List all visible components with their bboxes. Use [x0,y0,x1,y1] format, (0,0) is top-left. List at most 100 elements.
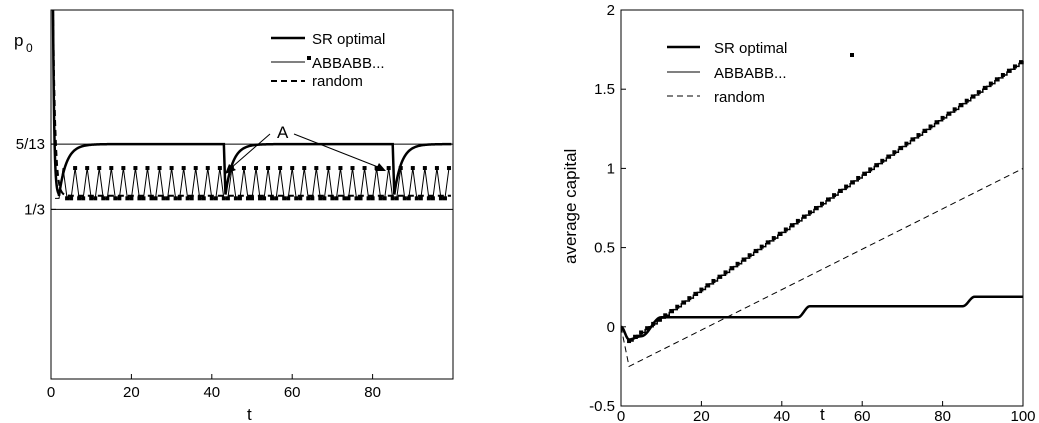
right-x-axis-label: t [820,405,825,423]
series-abbabb-marker-right [970,94,975,99]
series-abbabb-marker-right [940,115,945,120]
series-abbabb-marker [294,196,299,201]
series-abbabb-marker [342,196,347,201]
series-abbabb-marker [101,196,106,201]
series-abbabb-marker [121,166,126,171]
series-abbabb-marker-right [663,313,668,318]
series-abbabb-marker [326,166,331,171]
series-abbabb-marker-right [922,128,927,133]
series-abbabb-marker [418,196,423,201]
series-abbabb-marker-right [850,180,855,185]
series-abbabb-line-right [620,60,1024,342]
series-abbabb-marker [125,196,130,201]
series-abbabb-marker [306,196,311,201]
series-abbabb-marker [153,196,158,201]
legend-label-random: random [312,73,363,90]
series-abbabb-marker [133,166,138,171]
series-abbabb-marker-right [789,223,794,228]
legend-label-sr-optimal-right: SR optimal [714,40,787,57]
series-abbabb-marker [310,196,315,201]
left-x-tick-label: 60 [284,384,301,401]
right-y-tick-label: 0.5 [594,240,615,257]
series-abbabb-marker [314,166,319,171]
series-abbabb-marker [145,166,150,171]
series-abbabb-marker [149,196,154,201]
legend-label-abbabb-right: ABBABB... [714,65,787,82]
series-abbabb-marker [197,196,202,201]
right-ticks: 0 20 40 60 80 100-0.500.511.52 [589,2,1035,423]
annotation-arrow-left [230,133,271,169]
series-abbabb-marker [245,196,250,201]
series-abbabb-marker-right [916,133,921,138]
series-abbabb-marker [378,196,383,201]
series-abbabb-marker-right [639,330,644,335]
series-abbabb-marker [77,196,82,201]
series-abbabb-marker [366,196,371,201]
stray-marker [850,53,854,57]
series-abbabb-marker-right [741,257,746,262]
series-abbabb-marker [430,196,435,201]
series-abbabb-marker [362,166,367,171]
series-sr-optimal-line-right [620,295,1023,341]
series-abbabb-marker [85,166,90,171]
right-y-axis-label: average capital [561,149,580,264]
series-abbabb-marker-right [699,287,704,292]
series-abbabb-marker [434,166,439,171]
left-ticks: 0 20 40 60 80 1/3 5/13 [16,136,381,401]
right-x-tick-label: 100 [1010,408,1035,423]
series-abbabb-marker [390,196,395,201]
series-abbabb-marker [270,196,275,201]
series-abbabb-marker-right [657,317,662,322]
series-abbabb-marker [354,196,359,201]
series-abbabb-marker-right [669,309,674,314]
series-abbabb-marker-right [777,231,782,236]
series-abbabb-marker [406,196,411,201]
series-abbabb-marker-right [645,326,650,331]
series-abbabb-marker [278,166,283,171]
left-x-axis-label: t [247,405,252,423]
series-abbabb-marker-right [928,124,933,129]
series-abbabb-marker-right [759,244,764,249]
left-y-tick-label: 1/3 [24,201,45,218]
series-abbabb-marker-right [880,158,885,163]
series-abbabb-marker-right [820,201,824,206]
right-x-tick-label: 20 [693,408,710,423]
series-abbabb-marker [81,196,86,201]
left-y-axis-label-subscript: 0 [26,41,33,55]
series-abbabb-marker [113,196,118,201]
series-abbabb-marker [217,166,222,171]
series-abbabb-marker [410,166,415,171]
series-abbabb-marker-right [886,154,891,159]
series-abbabb-marker-right [958,103,963,108]
series-abbabb-marker-right [681,300,686,305]
series-abbabb-marker-right [717,274,722,279]
series-abbabb-marker [241,166,246,171]
series-abbabb-marker-right [687,296,692,301]
series-abbabb-marker-right [771,236,776,241]
series-abbabb-marker [141,196,146,201]
series-abbabb-line [55,167,450,199]
legend-marker-abbabb [307,56,311,60]
series-abbabb-marker [89,196,94,201]
series-abbabb-marker [213,196,218,201]
series-abbabb-marker [221,196,226,201]
right-y-tick-label: 1.5 [594,81,615,98]
series-abbabb-marker [290,166,295,171]
series-abbabb-marker [358,196,363,201]
series-abbabb-marker-right [832,193,837,198]
series-abbabb-marker [165,196,170,201]
series-abbabb-marker [282,196,287,201]
right-y-tick-label: -0.5 [589,398,615,415]
series-abbabb-marker [129,196,134,201]
series-abbabb-marker-right [856,175,861,180]
series-abbabb-marker-right [735,261,740,266]
series-abbabb-marker [322,196,327,201]
right-x-tick-label: 40 [773,408,790,423]
series-abbabb-marker [189,196,194,201]
series-abbabb-marker-right [747,253,752,258]
series-abbabb-marker [109,166,114,171]
series-abbabb-marker-right [711,278,716,283]
series-abbabb-marker-right [898,145,903,150]
right-x-tick-label: 60 [854,408,871,423]
series-abbabb-marker [318,196,323,201]
